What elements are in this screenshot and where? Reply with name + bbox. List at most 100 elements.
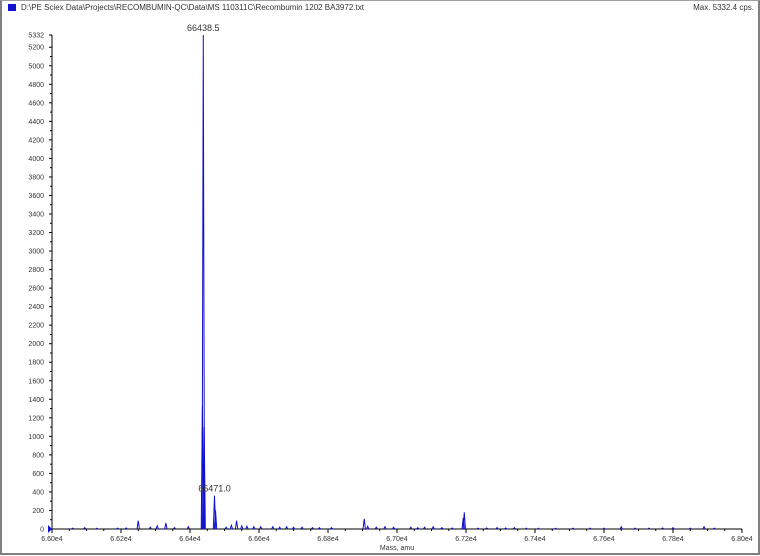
x-tick-label: 6.64e4 <box>179 536 201 543</box>
x-tick-label: 6.80e4 <box>731 536 753 543</box>
y-tick-label: 800 <box>32 452 44 459</box>
x-tick-label: 6.78e4 <box>662 536 684 543</box>
x-tick-label: 6.70e4 <box>386 536 408 543</box>
spectrum-peak <box>291 526 296 530</box>
spectrum-peak <box>202 427 206 530</box>
spectrum-peak <box>240 524 244 530</box>
y-tick-label: 3600 <box>28 193 44 200</box>
y-tick-label: 3400 <box>28 211 44 218</box>
x-tick-label: 6.76e4 <box>593 536 615 543</box>
spectrum-peak <box>671 526 675 530</box>
y-tick-label: 200 <box>32 508 44 515</box>
y-tick-label: 5000 <box>28 63 44 70</box>
y-tick-label: 4200 <box>28 137 44 144</box>
peak-label: 66471.0 <box>198 484 231 494</box>
spectrum-peak <box>431 525 435 530</box>
spectrum-peak <box>245 524 249 530</box>
spectrum-peak <box>602 527 606 530</box>
y-tick-label: 1200 <box>28 415 44 422</box>
y-tick-label: 4800 <box>28 82 44 89</box>
max-intensity-label: Max. 5332.4 cps. <box>693 3 754 12</box>
spectrum-peak <box>186 525 190 530</box>
y-tick-label: 5332 <box>28 33 44 40</box>
spectrum-peak <box>536 527 540 530</box>
spectrum-peak <box>224 526 228 530</box>
spectrum-peak <box>95 527 99 530</box>
series-color-swatch <box>8 4 16 11</box>
y-tick-label: 2600 <box>28 286 44 293</box>
spectrum-peak <box>383 525 387 530</box>
y-tick-label: 1000 <box>28 434 44 441</box>
y-tick-label: 1800 <box>28 360 44 367</box>
y-tick-label: 1600 <box>28 378 44 385</box>
spectrum-peak <box>271 525 275 530</box>
spectrum-peak <box>461 517 465 530</box>
spectrum-peak <box>329 526 334 530</box>
spectrum-peak <box>362 518 366 530</box>
spectrum-peak <box>201 34 205 530</box>
spectrum-peak <box>317 526 321 530</box>
spectrum-peak <box>229 523 234 530</box>
spectrum-peak <box>234 520 239 530</box>
spectrum-peak <box>647 527 651 530</box>
y-tick-label: 3800 <box>28 174 44 181</box>
y-tick-label: 2200 <box>28 323 44 330</box>
spectrum-peak <box>252 525 256 530</box>
spectrum-peak <box>155 524 159 530</box>
spectrum-peak <box>712 527 716 530</box>
spectrum-peak <box>495 526 499 530</box>
spectrum-peak <box>422 526 427 530</box>
spectrum-peak <box>278 526 282 530</box>
spectrum-peak <box>71 527 75 530</box>
spectrum-peak <box>688 527 692 530</box>
x-tick-label: 6.72e4 <box>455 536 477 543</box>
spectrum-peak <box>619 525 623 530</box>
y-tick-label: 3000 <box>28 249 44 256</box>
spectrum-peak <box>172 526 177 530</box>
y-tick-label: 1400 <box>28 397 44 404</box>
peak-label: 66438.5 <box>187 23 220 33</box>
y-tick-label: 2400 <box>28 304 44 311</box>
y-tick-label: 4000 <box>28 156 44 163</box>
spectrum-peak <box>213 510 218 530</box>
y-tick-label: 600 <box>32 471 44 478</box>
x-axis-label: Mass, amu <box>380 545 414 552</box>
x-tick-label: 6.62e4 <box>110 536 132 543</box>
y-tick-label: 4600 <box>28 100 44 107</box>
x-tick-label: 6.68e4 <box>317 536 339 543</box>
y-tick-label: 2800 <box>28 267 44 274</box>
spectrum-peak <box>374 526 378 530</box>
spectrum-peak <box>366 524 370 530</box>
spectrum-peak <box>554 527 558 530</box>
spectrum-peak <box>416 526 420 530</box>
spectrum-peak <box>524 527 528 530</box>
spectrum-peak <box>485 527 489 530</box>
y-tick-label: 3200 <box>28 230 44 237</box>
spectrum-peak <box>300 526 304 530</box>
y-tick-label: 5200 <box>28 45 44 52</box>
y-tick-label: 400 <box>32 489 44 496</box>
spectrum-peak <box>702 525 706 530</box>
spectrum-peak <box>462 512 466 530</box>
spectrum-peak <box>164 522 168 530</box>
y-tick-label: 4400 <box>28 119 44 126</box>
spectrum-peak <box>588 527 592 530</box>
spectrum-peak <box>450 527 454 530</box>
spectrum-peak <box>661 527 665 530</box>
x-tick-label: 6.74e4 <box>524 536 546 543</box>
baseline-marker-icon <box>48 525 52 533</box>
y-tick-label: 2000 <box>28 341 44 348</box>
file-path: D:\PE Sciex Data\Projects\RECOMBUMIN-QC\… <box>21 3 364 12</box>
spectrum-peak <box>633 527 637 530</box>
spectrum-peak <box>512 526 516 530</box>
spectrum-peak <box>83 526 87 530</box>
spectrum-peak <box>391 526 396 530</box>
spectrum-peak <box>259 525 263 530</box>
file-title: D:\PE Sciex Data\Projects\RECOMBUMIN-QC\… <box>8 3 364 12</box>
spectrum-peak <box>136 520 140 530</box>
spectrum-peak <box>124 527 128 530</box>
spectrum-peak <box>409 526 413 530</box>
spectrum-peak <box>571 527 575 530</box>
